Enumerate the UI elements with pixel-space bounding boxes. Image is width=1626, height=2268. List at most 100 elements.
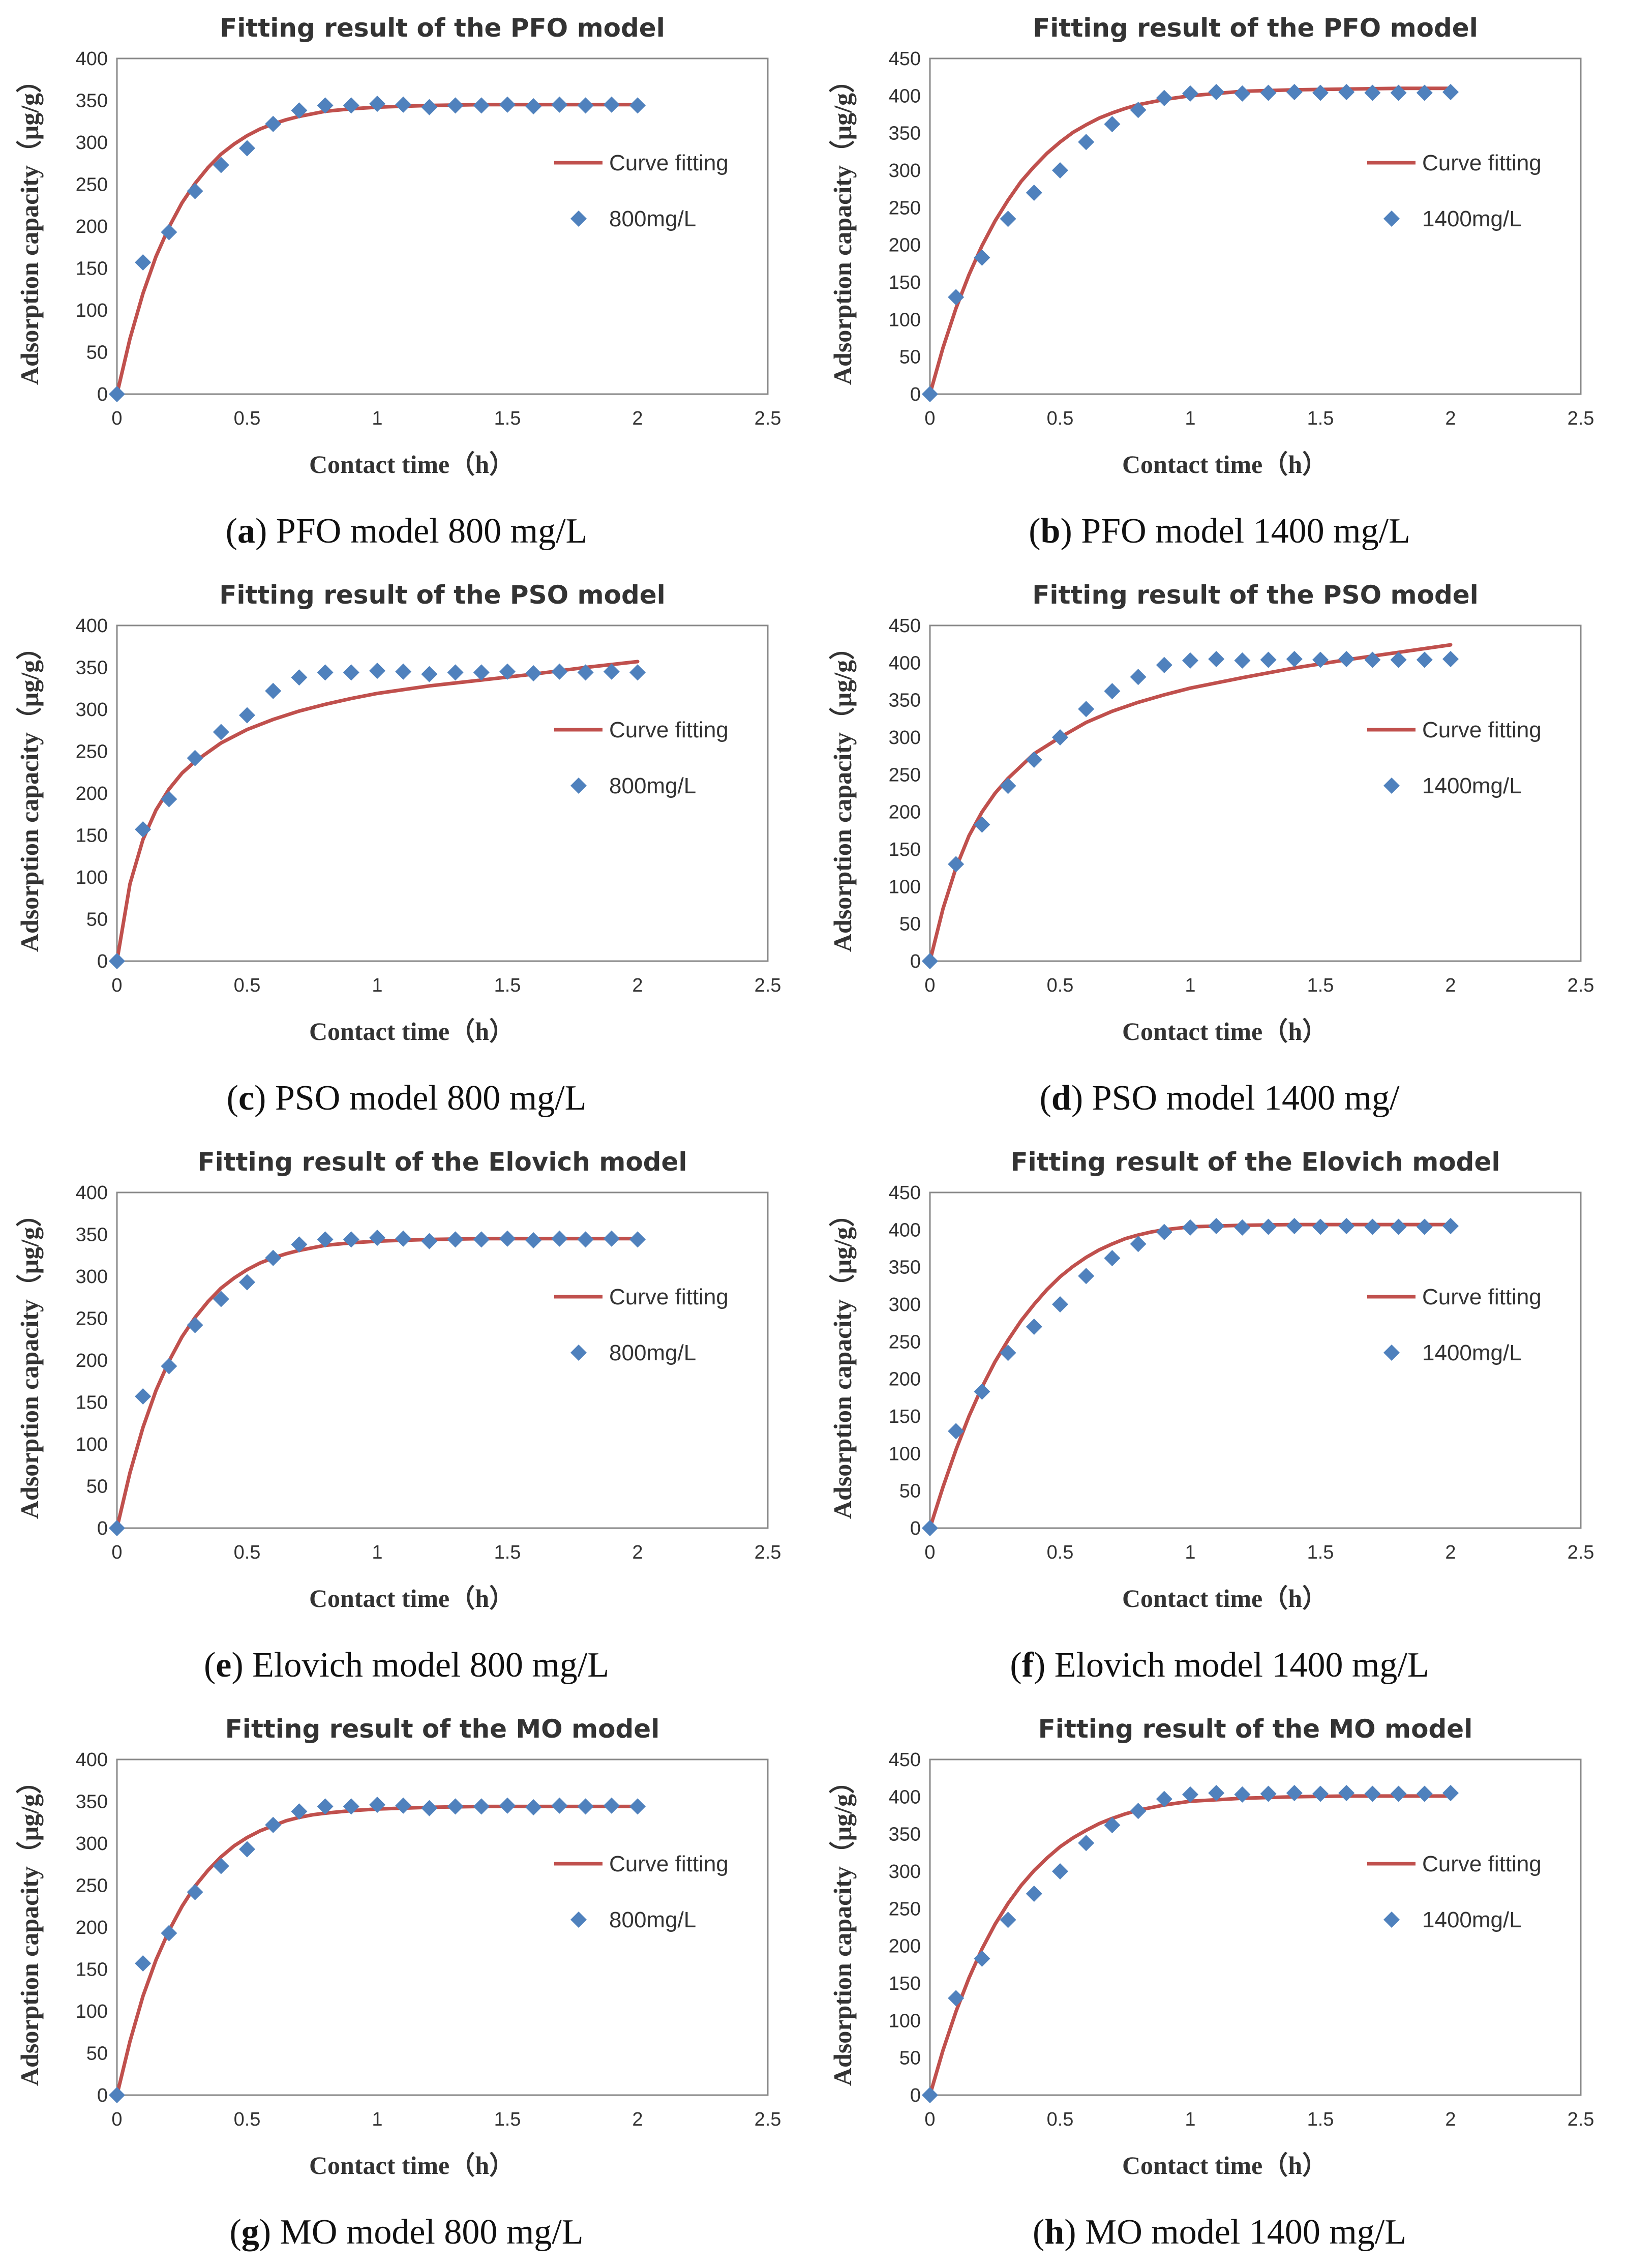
- data-point-marker: [525, 665, 542, 682]
- x-axis-label: Contact time（h）: [1122, 1584, 1328, 1613]
- chart-title: Fitting result of the MO model: [225, 1714, 660, 1744]
- data-point-marker: [1416, 651, 1433, 668]
- x-axis-label: Contact time（h）: [309, 1017, 515, 1046]
- data-point-marker: [1078, 1268, 1095, 1285]
- chart-title: Fitting result of the PSO model: [219, 580, 666, 610]
- chart-svg: Fitting result of the Elovich model05010…: [828, 1147, 1594, 1613]
- y-tick-label: 250: [76, 1875, 108, 1897]
- data-point-marker: [447, 664, 464, 681]
- legend-label-points: 1400mg/L: [1422, 1907, 1522, 1932]
- data-point-marker: [603, 1230, 620, 1247]
- data-point-marker: [161, 224, 177, 241]
- data-point-marker: [1416, 1218, 1433, 1235]
- data-point-marker: [421, 1800, 438, 1816]
- data-point-marker: [1026, 185, 1042, 201]
- y-tick-label: 150: [76, 825, 108, 847]
- x-tick-label: 2.5: [1568, 408, 1594, 429]
- fitted-curve-line: [928, 1794, 1453, 2097]
- x-tick-label: 2: [1445, 975, 1456, 996]
- data-point-marker: [1312, 651, 1329, 668]
- data-point-marker: [974, 1950, 990, 1967]
- y-tick-label: 100: [76, 867, 108, 888]
- data-point-marker: [187, 750, 203, 766]
- y-tick-label: 50: [899, 1481, 921, 1502]
- data-point-marker: [239, 1841, 255, 1858]
- data-point-marker: [1260, 651, 1277, 668]
- y-tick-label: 400: [889, 652, 921, 674]
- data-point-marker: [135, 1388, 152, 1405]
- data-point-marker: [1286, 84, 1303, 100]
- data-point-marker: [1130, 102, 1147, 118]
- data-point-marker: [1442, 84, 1459, 100]
- panel-letter: g: [241, 2213, 259, 2252]
- y-tick-label: 300: [76, 132, 108, 154]
- y-axis-label: Adsorption capacity（μg/g）: [828, 1202, 857, 1519]
- data-point-marker: [239, 1274, 255, 1291]
- x-tick-label: 2.5: [755, 2109, 781, 2130]
- chart-panel-f: Fitting result of the Elovich model 0 50 10…: [813, 1134, 1626, 1701]
- y-tick-label: 150: [889, 1973, 921, 1994]
- chart-panel-a: Fitting result of the PFO model 0 50 100 150…: [0, 0, 813, 567]
- y-tick-label: 50: [86, 909, 108, 931]
- y-tick-label: 200: [76, 216, 108, 237]
- data-point-marker: [551, 1230, 568, 1247]
- y-tick-label: 150: [76, 1959, 108, 1981]
- x-axis-label: Contact time（h）: [1122, 450, 1328, 479]
- y-tick-label: 150: [889, 1406, 921, 1427]
- data-point-marker: [1052, 1863, 1068, 1879]
- y-tick-label: 200: [889, 802, 921, 823]
- legend-label-curve: Curve fitting: [609, 1852, 729, 1876]
- data-point-marker: [922, 386, 938, 402]
- data-point-marker: [1390, 1785, 1407, 1802]
- chart-panel-b: Fitting result of the PFO model 0 50 100 150…: [813, 0, 1626, 567]
- data-point-marker: [473, 97, 490, 114]
- data-point-marker: [135, 254, 152, 271]
- y-tick-label: 150: [889, 839, 921, 860]
- data-point-marker: [1182, 1786, 1198, 1803]
- plot-area-frame: [116, 57, 769, 395]
- data-point-marker: [1052, 162, 1068, 178]
- data-point-marker: [1234, 85, 1251, 102]
- data-point-marker: [1312, 1218, 1329, 1235]
- panel-letter: h: [1044, 2213, 1065, 2252]
- y-tick-label: 250: [76, 741, 108, 763]
- legend-label-curve: Curve fitting: [1422, 718, 1542, 742]
- legend-label-curve: Curve fitting: [609, 151, 729, 175]
- data-point-marker: [265, 115, 282, 132]
- x-tick-label: 1: [372, 975, 382, 996]
- data-point-marker: [265, 682, 282, 699]
- x-tick-label: 2.5: [755, 408, 781, 429]
- panel-caption-text: PSO model 1400 mg/: [1092, 1079, 1400, 1118]
- y-tick-label: 200: [889, 235, 921, 256]
- x-tick-label: 1.5: [1307, 408, 1334, 429]
- y-tick-label: 400: [76, 1749, 108, 1771]
- chart-svg: Fitting result of the MO model 0 50 100 150 2…: [828, 1714, 1594, 2180]
- y-tick-label: 250: [889, 764, 921, 786]
- y-tick-label: 450: [889, 1749, 921, 1771]
- legend-marker-swatch: [1383, 1345, 1400, 1361]
- data-point-marker: [551, 1797, 568, 1814]
- y-tick-label: 0: [910, 1518, 921, 1539]
- x-tick-label: 1: [372, 2109, 382, 2130]
- data-point-marker: [161, 791, 177, 808]
- data-point-marker: [1286, 651, 1303, 667]
- data-point-marker: [922, 2087, 938, 2103]
- chart-svg: Fitting result of the PFO model 0 50 100 150…: [828, 13, 1594, 479]
- data-point-marker: [109, 2087, 125, 2103]
- fitted-curve-line: [115, 1237, 640, 1530]
- data-point-marker: [473, 1231, 490, 1248]
- data-point-marker: [187, 1317, 203, 1333]
- plot-area-frame: [116, 1758, 769, 2096]
- y-tick-label: 150: [76, 1392, 108, 1414]
- data-point-marker: [1338, 1785, 1355, 1801]
- data-point-marker: [1000, 1912, 1016, 1928]
- legend-label-points: 800mg/L: [609, 1340, 696, 1365]
- y-tick-label: 0: [910, 951, 921, 972]
- y-tick-label: 50: [899, 914, 921, 935]
- data-point-marker: [577, 1231, 594, 1248]
- legend-label-curve: Curve fitting: [1422, 151, 1542, 175]
- data-point-marker: [1182, 1219, 1198, 1236]
- panel-caption: (g) MO model 800 mg/L: [229, 2213, 584, 2252]
- plot-area-frame: [929, 57, 1582, 395]
- y-tick-label: 100: [889, 309, 921, 331]
